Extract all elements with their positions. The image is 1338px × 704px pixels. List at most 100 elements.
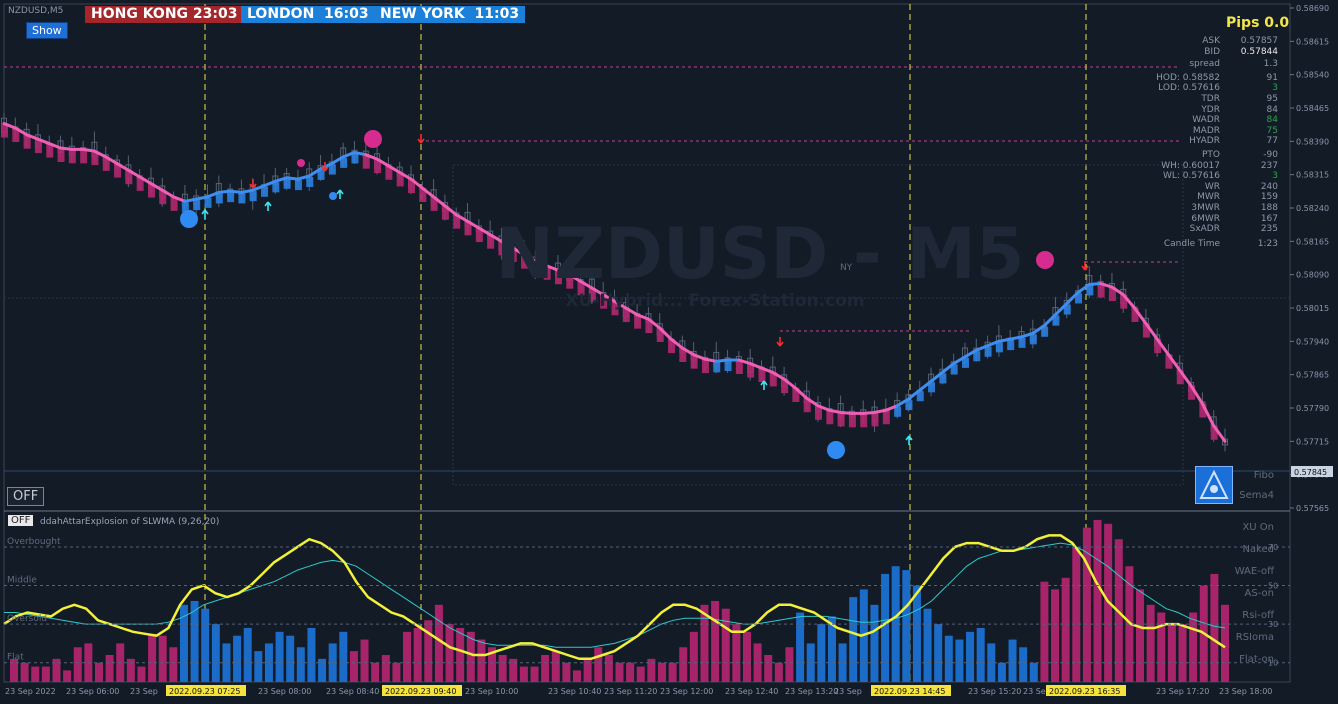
- ma-line-segment: [906, 388, 922, 401]
- histogram-bar: [668, 662, 677, 682]
- ma-line-segment: [997, 337, 1012, 343]
- info-label: BID: [1204, 46, 1220, 57]
- time-tick-label: 23 Sep: [130, 687, 158, 696]
- histogram-bar: [562, 662, 571, 682]
- ma-line-segment: [918, 379, 933, 392]
- ma-band-bar: [758, 368, 766, 382]
- price-axis: 0.58690 0.58615 0.58540 0.58465 0.58390 0.583…: [1290, 4, 1333, 513]
- ma-band-bar: [713, 362, 721, 373]
- histogram-bar: [307, 627, 316, 682]
- off-button[interactable]: OFF: [7, 487, 45, 506]
- indicator-side-button[interactable]: WAE-off: [1234, 566, 1274, 577]
- histogram-bar: [955, 639, 964, 682]
- ma-line-segment: [386, 164, 402, 174]
- price-tick-label: 0.57790: [1296, 404, 1329, 413]
- price-tick-label: 0.58540: [1296, 71, 1329, 80]
- ma-line-segment: [13, 126, 29, 137]
- ma-line-segment: [104, 155, 119, 166]
- buy-arrow-icon: [264, 201, 272, 211]
- ma-line-segment: [624, 306, 639, 317]
- histogram-bar: [1210, 573, 1219, 682]
- level-value: 70: [1268, 543, 1278, 552]
- price-tick-label: 0.58465: [1296, 104, 1329, 113]
- ma-line-segment: [47, 142, 63, 150]
- info-value: 0.57844: [1240, 46, 1278, 57]
- histogram-bar: [211, 624, 220, 682]
- indicator-side-button[interactable]: Flat-on: [1239, 654, 1274, 665]
- histogram-bar: [339, 631, 348, 682]
- histogram-bar: [1146, 604, 1155, 682]
- highlight-time-box: [1046, 685, 1126, 696]
- info-value: 3: [1272, 83, 1278, 94]
- ma-band-bar: [577, 281, 585, 296]
- ma-line-segment: [974, 344, 990, 352]
- ma-band-bar: [656, 328, 664, 342]
- indicator-off-button[interactable]: OFF: [8, 515, 34, 526]
- ma-line-segment: [160, 188, 176, 199]
- info-value: 167: [1260, 213, 1278, 224]
- histogram-bar: [254, 651, 263, 682]
- ma-line-segment: [217, 189, 232, 194]
- ma-band-bar: [1029, 334, 1037, 345]
- price-tick-label: 0.58690: [1296, 4, 1329, 13]
- ma-line-segment: [1133, 306, 1148, 326]
- histogram-bar: [785, 647, 794, 682]
- ma-band-bar: [747, 363, 755, 378]
- ma-line-segment: [952, 355, 967, 366]
- ma-line-segment: [1031, 324, 1046, 335]
- ma-line-segment: [149, 182, 164, 192]
- indicator-side-button[interactable]: RSIoma: [1235, 632, 1274, 643]
- ma-band-bar: [871, 412, 879, 427]
- histogram-bar: [881, 573, 890, 682]
- ma-band-bar: [227, 192, 235, 203]
- histogram-bar: [551, 651, 560, 682]
- histogram-bar: [604, 654, 613, 682]
- side-button[interactable]: Fibo: [1253, 470, 1274, 481]
- histogram-bar: [626, 662, 635, 682]
- info-value: 75: [1266, 125, 1278, 136]
- price-tick-label: 0.58240: [1296, 204, 1329, 213]
- ma-line-segment: [669, 337, 684, 350]
- ma-line-segment: [692, 353, 707, 361]
- info-label: MWR: [1197, 192, 1220, 203]
- current-price-label: 0.57845: [1294, 468, 1327, 477]
- info-value: 240: [1260, 181, 1278, 192]
- histogram-bar: [456, 627, 465, 682]
- ma-band-bar: [385, 165, 393, 180]
- ma-band-bar: [1210, 425, 1218, 440]
- ma-line-segment: [36, 137, 51, 146]
- highlight-time-box: [166, 685, 246, 696]
- time-tick-label: 23 Sep 12:00: [660, 687, 713, 696]
- ma-line-segment: [1189, 384, 1204, 406]
- histogram-bar: [891, 566, 900, 682]
- side-button[interactable]: Sema4: [1239, 490, 1274, 501]
- highlight-time-label: 2022.09.23 14:45: [874, 687, 945, 696]
- histogram-bar: [31, 666, 40, 682]
- histogram-bar: [20, 662, 29, 682]
- show-button[interactable]: Show: [26, 22, 68, 39]
- price-tick-label: 0.57715: [1296, 437, 1329, 446]
- ma-line-segment: [1166, 353, 1182, 372]
- ma-line-segment: [59, 146, 74, 151]
- ma-band-bar: [1176, 370, 1184, 385]
- ma-line-segment: [477, 226, 492, 237]
- histogram-bar: [902, 570, 911, 682]
- ma-line-segment: [545, 264, 560, 272]
- watermark-title: NZDUSD - M5: [496, 213, 1025, 295]
- price-tick-label: 0.57865: [1296, 371, 1329, 380]
- ma-line-segment: [839, 410, 854, 415]
- histogram-bar: [594, 647, 603, 682]
- indicator-side-button[interactable]: XU On: [1242, 522, 1274, 533]
- ma-band-bar: [1120, 294, 1128, 309]
- histogram-bar: [233, 635, 242, 682]
- info-value: 235: [1260, 224, 1278, 235]
- indicator-side-button[interactable]: Naked: [1242, 544, 1274, 555]
- ma-band-bar: [916, 391, 924, 402]
- price-tick-label: 0.58090: [1296, 271, 1329, 280]
- ma-band-bar: [690, 354, 698, 369]
- indicator-side-button[interactable]: AS-on: [1244, 588, 1274, 599]
- indicator-side-button[interactable]: Rsi-off: [1242, 610, 1274, 621]
- ma-band-bar: [634, 314, 642, 329]
- ma-band-bar: [261, 186, 269, 197]
